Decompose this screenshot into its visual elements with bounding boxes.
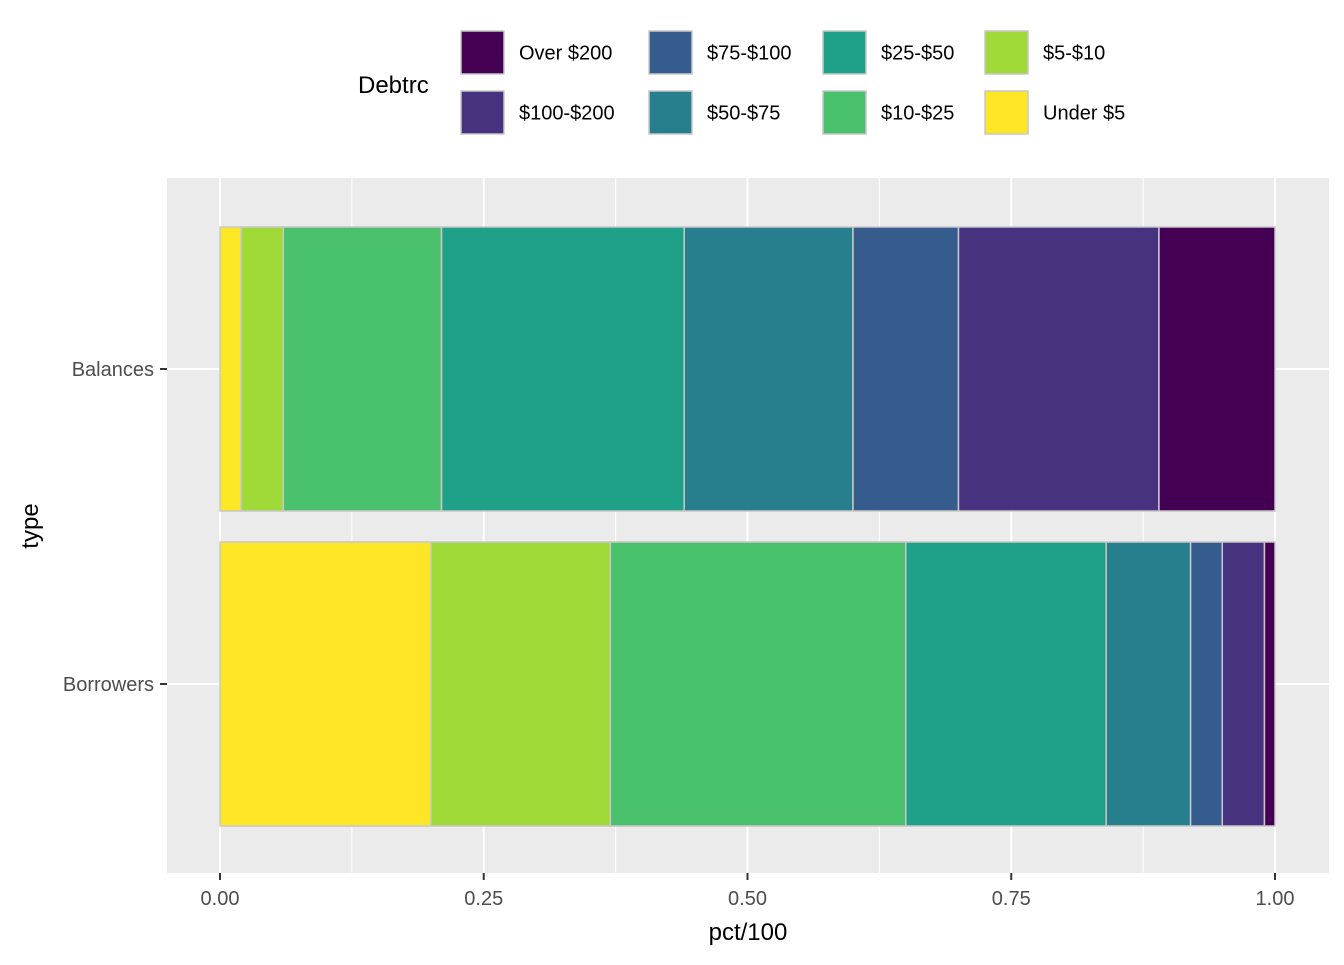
legend-key bbox=[648, 90, 693, 135]
y-tick-label: Borrowers bbox=[63, 674, 154, 696]
legend-label: $5-$10 bbox=[1043, 43, 1105, 65]
legend-key bbox=[460, 30, 505, 75]
legend-label: $25-$50 bbox=[881, 43, 954, 65]
x-tick-label: 1.00 bbox=[1256, 888, 1295, 910]
bar-segment bbox=[683, 226, 854, 512]
x-axis-label: pct/100 bbox=[709, 919, 788, 946]
y-tick-label: Balances bbox=[72, 359, 154, 381]
legend-label: $10-$25 bbox=[881, 103, 954, 125]
legend-key bbox=[822, 90, 867, 135]
legend-key bbox=[648, 30, 693, 75]
legend-title: Debtrc bbox=[358, 72, 429, 99]
x-tick-label: 0.25 bbox=[464, 888, 503, 910]
bar-segment bbox=[282, 226, 443, 512]
legend: Debtrc Over $200 $100-$200 $75-$100 $50-$75… bbox=[358, 30, 1125, 135]
x-tick-label: 0.50 bbox=[728, 888, 767, 910]
legend-key bbox=[984, 30, 1029, 75]
bar-segment bbox=[609, 541, 907, 827]
bar-segment bbox=[852, 226, 960, 512]
bar-segment bbox=[1105, 541, 1192, 827]
legend-label: Over $200 bbox=[519, 43, 612, 65]
legend-label: $50-$75 bbox=[707, 103, 780, 125]
bar-segment bbox=[440, 226, 685, 512]
legend-key bbox=[984, 90, 1029, 135]
bar-segment bbox=[219, 541, 432, 827]
y-axis-label: type bbox=[17, 503, 44, 548]
bar-segment bbox=[219, 226, 242, 512]
bar-segment bbox=[1158, 226, 1276, 512]
legend-label: Under $5 bbox=[1043, 103, 1125, 125]
axes: 0.00 0.25 0.50 0.75 1.00 Balances Borrowers bbox=[63, 359, 1295, 910]
x-tick-label: 0.75 bbox=[992, 888, 1031, 910]
bar-segment bbox=[1221, 541, 1266, 827]
bar-segment bbox=[1263, 541, 1276, 827]
legend-key bbox=[460, 90, 505, 135]
bar-segment bbox=[1189, 541, 1223, 827]
bar-segment bbox=[240, 226, 285, 512]
bars bbox=[219, 226, 1276, 827]
x-tick-label: 0.00 bbox=[201, 888, 240, 910]
bar-segment bbox=[430, 541, 612, 827]
bar-segment bbox=[957, 226, 1160, 512]
legend-key bbox=[822, 30, 867, 75]
legend-label: $75-$100 bbox=[707, 43, 792, 65]
legend-label: $100-$200 bbox=[519, 103, 615, 125]
bar-segment bbox=[905, 541, 1107, 827]
